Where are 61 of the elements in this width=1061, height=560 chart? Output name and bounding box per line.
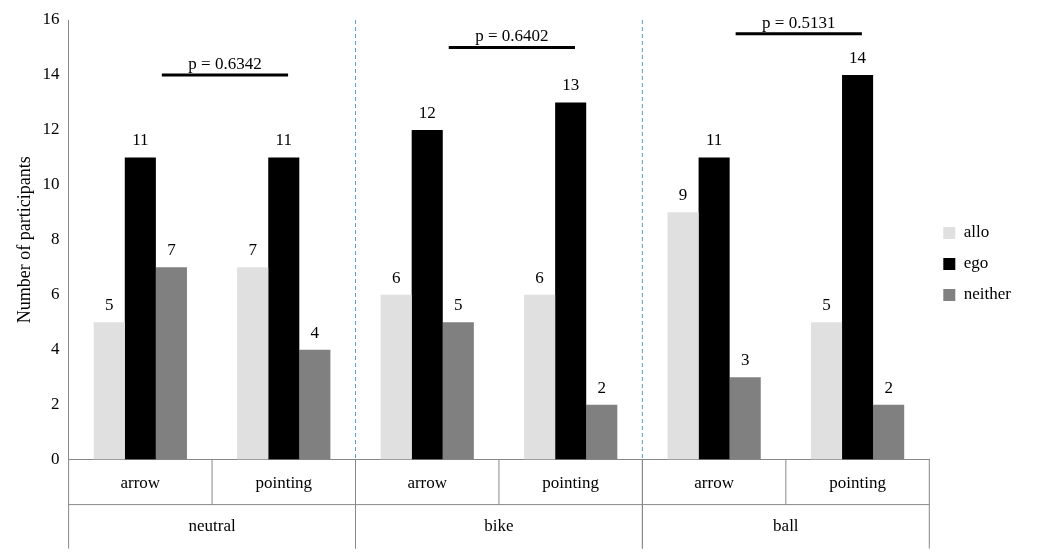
- y-tick-label: 6: [51, 284, 60, 304]
- x-tick-label: arrow: [694, 473, 735, 493]
- bar: [729, 377, 761, 460]
- bar: [380, 294, 412, 460]
- data-label: 6: [391, 267, 401, 287]
- y-tick-label: 12: [42, 119, 60, 139]
- y-tick-label: 14: [42, 64, 61, 84]
- text: neutral: [188, 516, 236, 536]
- data-label: 6: [535, 267, 544, 287]
- x-tick-label: arrow: [407, 473, 448, 493]
- bar: [555, 102, 587, 460]
- x-tick-label: arrow: [120, 473, 161, 493]
- annotation: p = 0.6342: [188, 53, 262, 73]
- data-label: 11: [132, 130, 149, 150]
- data-label: 14: [849, 47, 867, 67]
- annotation: p = 0.5131: [762, 12, 836, 32]
- bar: [667, 212, 699, 460]
- data-label: 7: [167, 240, 177, 260]
- data-label: 11: [705, 130, 723, 150]
- data-label: 11: [275, 130, 292, 150]
- bar: [842, 74, 874, 460]
- x-tick-label: pointing: [542, 473, 600, 493]
- text: ball: [773, 516, 799, 536]
- x-tick-label: pointing: [829, 473, 887, 493]
- data-label: 2: [884, 377, 893, 397]
- legend-label: neither: [963, 284, 1012, 304]
- data-label: 4: [310, 322, 320, 342]
- bar: [237, 267, 269, 460]
- annotation: p = 0.6402: [475, 26, 549, 46]
- bar: [442, 322, 474, 460]
- data-label: 3: [740, 350, 750, 370]
- bar: [810, 322, 843, 460]
- bar: [411, 129, 443, 460]
- bar: [586, 404, 618, 460]
- bar: [124, 157, 156, 460]
- data-label: 13: [562, 75, 580, 95]
- bar: [155, 267, 187, 460]
- bar: [299, 349, 331, 460]
- y-tick-label: 16: [42, 9, 60, 29]
- data-label: 7: [248, 240, 258, 260]
- data-label: 9: [678, 185, 688, 205]
- y-tick-label: 10: [42, 174, 60, 194]
- data-label: 2: [597, 377, 607, 397]
- y-tick-label: 8: [51, 229, 60, 249]
- legend-label: ego: [963, 253, 989, 273]
- y-tick-label: 0: [51, 449, 60, 469]
- y-axis-title: Number of participants: [13, 156, 34, 324]
- bar: [873, 404, 905, 460]
- bar: [524, 294, 556, 460]
- data-label: 5: [104, 295, 114, 315]
- bar: [698, 157, 730, 460]
- data-label: 5: [454, 295, 463, 315]
- y-tick-label: 4: [51, 339, 61, 359]
- data-label: 5: [822, 295, 831, 315]
- bar: [268, 157, 300, 460]
- x-tick-label: pointing: [255, 473, 313, 493]
- bar: [93, 322, 125, 460]
- text: bike: [484, 516, 514, 536]
- data-label: 12: [418, 102, 436, 122]
- legend-label: allo: [963, 222, 990, 242]
- y-tick-label: 2: [51, 394, 60, 414]
